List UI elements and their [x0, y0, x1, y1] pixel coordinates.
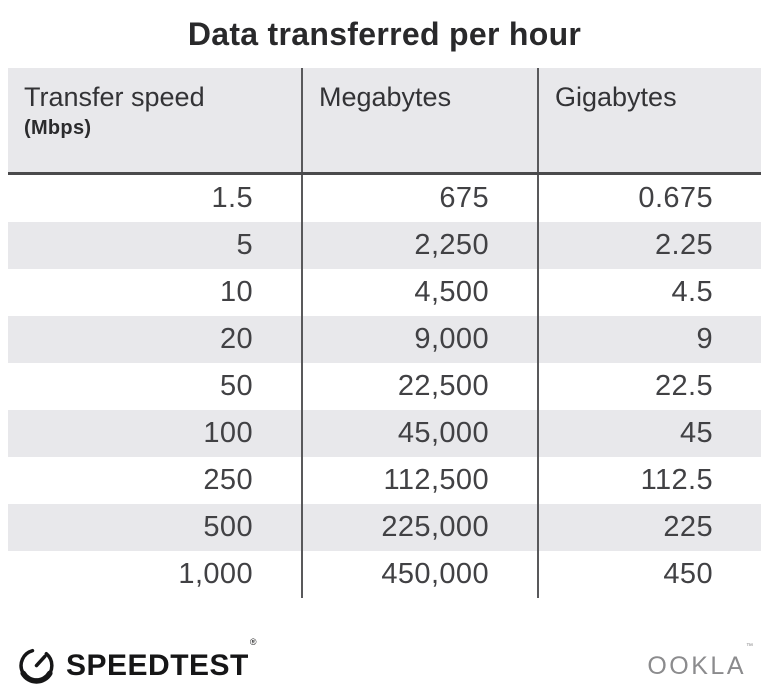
table-cell: 112,500 — [301, 457, 538, 504]
speedtest-gauge-icon — [16, 643, 57, 689]
trademark-icon: ™ — [746, 642, 753, 650]
table-cell: 225 — [537, 504, 761, 551]
table-cell: 112.5 — [537, 457, 761, 504]
page-title: Data transferred per hour — [187, 15, 582, 52]
table-cell: 5 — [8, 222, 302, 269]
table-cell: 450,000 — [301, 551, 538, 598]
table-row: 20 9,000 9 — [8, 316, 761, 363]
table-cell: 10 — [219, 276, 253, 308]
table-row: 1,000 450,000 450 — [8, 551, 761, 598]
speedtest-wordmark: SPEEDTEST® — [66, 637, 258, 682]
table-cell: 100 — [8, 410, 302, 457]
transfer-speed-label: Transfer speed — [24, 82, 205, 112]
table-cell: 675 — [301, 173, 538, 222]
table-cell: 2.25 — [537, 222, 761, 269]
ookla-logo: OOKLA™ — [647, 642, 753, 680]
column-header-gigabytes: Gigabytes — [537, 68, 761, 175]
table-row: 50 22,500 22.5 — [8, 363, 761, 410]
table-cell: 45,000 — [301, 410, 538, 457]
table-cell: 4.5 — [537, 269, 761, 316]
table-cell: 450 — [537, 551, 761, 598]
table-cell: 4,500 — [301, 269, 538, 316]
header-row: Transfer speed (Mbps) Megabytes Gigabyte… — [8, 68, 761, 175]
table-row: 500 225,000 225 — [8, 504, 761, 551]
table-cell: 22.5 — [537, 363, 761, 410]
table-cell: 2,250 — [301, 222, 538, 269]
table-row: 1.5 675 0.675 — [8, 173, 761, 222]
table-cell: 20 — [8, 316, 302, 363]
table-cell: 1,000 — [178, 558, 253, 590]
table-cell: 45 — [537, 410, 761, 457]
transfer-speed-unit: (Mbps) — [24, 117, 92, 139]
column-header-megabytes: Megabytes — [301, 68, 538, 175]
table-cell: 50 — [219, 370, 253, 402]
table-row: 10 4,500 4.5 — [8, 269, 761, 316]
table-cell: 22,500 — [301, 363, 538, 410]
speedtest-logo: SPEEDTEST® — [16, 637, 258, 689]
column-header-transfer-speed: Transfer speed (Mbps) — [8, 68, 302, 175]
table-cell: 225,000 — [301, 504, 538, 551]
table-cell: 500 — [8, 504, 302, 551]
table-cell: 1.5 — [211, 182, 253, 214]
table-row: 5 2,250 2.25 — [8, 222, 761, 269]
table-cell: 9 — [537, 316, 761, 363]
table-cell: 0.675 — [537, 173, 761, 222]
table-row: 250 112,500 112.5 — [8, 457, 761, 504]
table-cell: 250 — [203, 464, 253, 496]
table-cell: 9,000 — [301, 316, 538, 363]
data-table: Transfer speed (Mbps) Megabytes Gigabyte… — [8, 68, 761, 598]
registered-trademark-icon: ® — [249, 637, 258, 647]
footer: SPEEDTEST® OOKLA™ — [0, 637, 769, 690]
table-row: 100 45,000 45 — [8, 410, 761, 457]
